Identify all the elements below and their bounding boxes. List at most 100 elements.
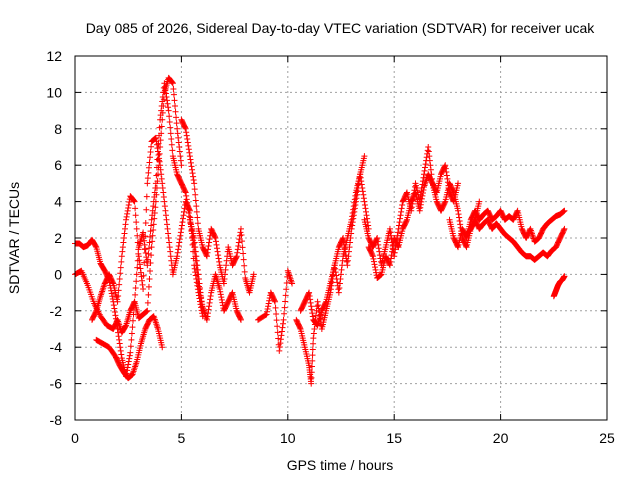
data-point [174, 125, 181, 132]
data-point [391, 253, 398, 260]
data-point [212, 235, 219, 241]
data-point [162, 212, 169, 219]
data-point [148, 244, 155, 251]
data-point [152, 319, 159, 326]
data-point [185, 142, 192, 149]
data-point [394, 242, 401, 249]
data-point [397, 215, 404, 222]
data-point [147, 260, 154, 267]
data-point [418, 195, 425, 202]
data-point [187, 223, 194, 230]
x-tick-label: 10 [280, 430, 296, 446]
data-point [338, 271, 344, 278]
data-point [149, 232, 156, 239]
data-point [233, 253, 240, 260]
data-point [336, 285, 343, 292]
data-point [150, 221, 157, 228]
data-point [349, 209, 356, 216]
data-point [215, 252, 222, 259]
data-point [152, 198, 159, 205]
data-point [132, 285, 139, 292]
data-point [173, 120, 180, 127]
data-point [136, 261, 143, 268]
data-point [118, 258, 125, 265]
data-point [125, 361, 132, 368]
data-point [109, 279, 116, 286]
data-point [146, 159, 153, 166]
data-point [178, 222, 185, 229]
data-point [218, 296, 225, 303]
data-point [158, 175, 165, 182]
data-point [134, 232, 141, 239]
data-point [456, 214, 463, 221]
data-point [126, 352, 133, 359]
data-point [182, 189, 189, 196]
data-point [272, 298, 279, 305]
data-point [142, 219, 149, 226]
data-point [176, 144, 183, 150]
data-point [122, 323, 129, 330]
data-point [263, 311, 270, 318]
data-point [422, 161, 429, 168]
data-point [286, 274, 293, 281]
data-point [175, 134, 182, 141]
data-point [186, 213, 193, 220]
data-point [194, 220, 201, 227]
data-point [345, 253, 352, 260]
data-point [375, 241, 382, 248]
data-point [175, 242, 182, 249]
data-point [306, 289, 313, 296]
data-point [153, 172, 160, 179]
data-point [190, 240, 197, 247]
data-point [170, 85, 177, 92]
data-point [193, 262, 200, 269]
data-point [271, 297, 278, 304]
data-point [427, 162, 434, 169]
data-point [339, 257, 346, 264]
data-point [147, 267, 154, 274]
data-point [275, 335, 282, 342]
data-point [164, 221, 171, 228]
data-point [153, 322, 160, 329]
data-point [214, 248, 221, 255]
data-point [283, 280, 290, 287]
data-point [205, 242, 212, 249]
data-point [118, 253, 125, 260]
data-point [179, 215, 186, 222]
data-point [175, 246, 182, 253]
data-point [167, 124, 174, 131]
data-point [117, 264, 124, 271]
data-point [187, 220, 194, 227]
data-point [215, 255, 222, 262]
data-point [561, 225, 568, 232]
data-point [158, 123, 165, 130]
data-point [441, 199, 448, 206]
data-point [145, 169, 152, 176]
data-point [112, 312, 119, 319]
data-point [137, 265, 144, 272]
data-point [176, 236, 183, 243]
data-point [241, 268, 248, 275]
data-point [362, 205, 369, 212]
data-point [236, 232, 243, 239]
data-point [443, 169, 450, 176]
data-point [133, 225, 140, 232]
data-point [203, 253, 210, 260]
data-point [283, 286, 290, 293]
chart-title: Day 085 of 2026, Sidereal Day-to-day VTE… [86, 20, 596, 36]
data-point [220, 280, 227, 287]
data-point [129, 317, 136, 324]
data-point [359, 188, 366, 195]
data-point [174, 249, 181, 256]
data-point [165, 235, 172, 241]
data-point [144, 175, 151, 182]
data-point [425, 144, 432, 150]
data-point [184, 139, 191, 146]
data-point [145, 250, 152, 257]
data-point [160, 103, 167, 110]
data-point [132, 205, 139, 212]
data-point [417, 204, 424, 211]
data-point [189, 230, 196, 237]
data-point [118, 351, 125, 358]
data-point [179, 219, 186, 226]
